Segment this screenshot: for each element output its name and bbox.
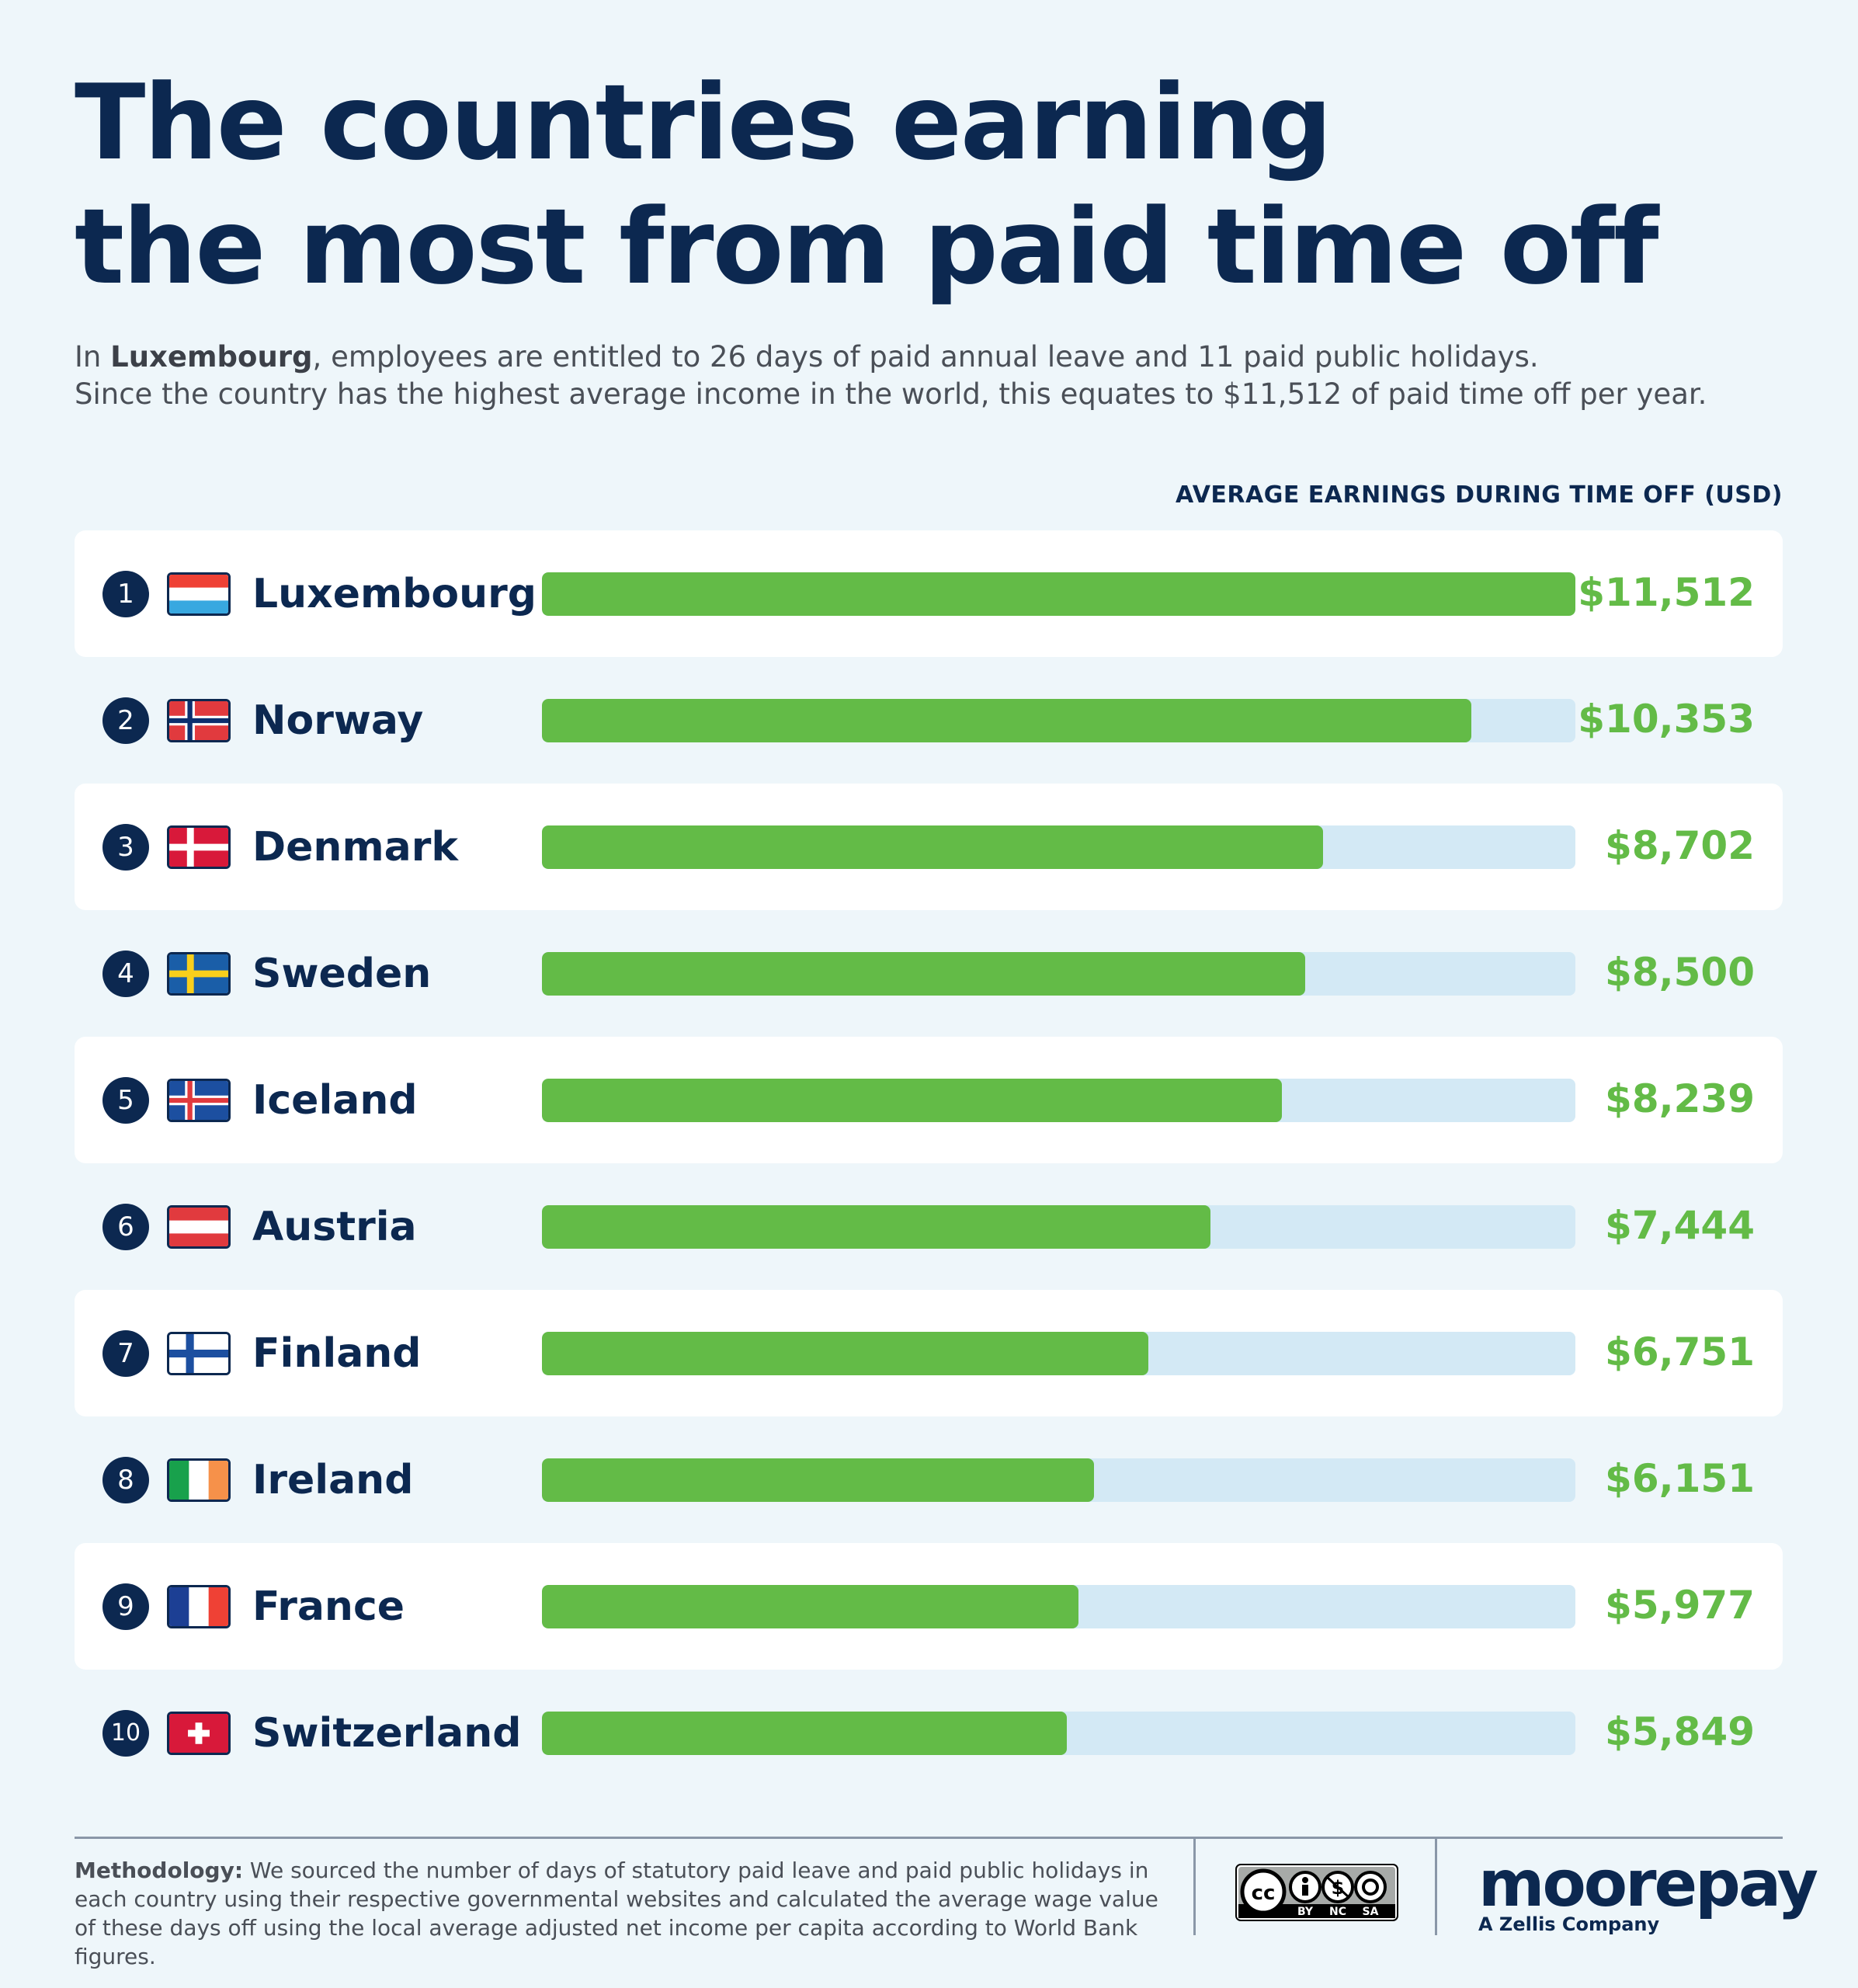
flag-iceland-icon: [167, 1079, 231, 1122]
intro-line-2: Since the country has the highest averag…: [75, 377, 1707, 411]
bar: [542, 1332, 1148, 1375]
flag-switzerland-icon: [167, 1712, 231, 1755]
page-title: The countries earning the most from paid…: [75, 61, 1705, 309]
bar-chart: 1 Luxembourg $11,512 2 Norway $10,353 3 Denmark…: [75, 530, 1783, 1796]
rank-badge: 4: [102, 951, 149, 997]
country-label: Iceland: [252, 1077, 418, 1124]
country-label: Sweden: [252, 951, 432, 997]
value-label: $6,151: [1605, 1456, 1755, 1501]
country-label: Finland: [252, 1330, 422, 1377]
methodology-label: Methodology:: [75, 1858, 244, 1883]
country-label: Ireland: [252, 1457, 414, 1503]
title-line-2: the most from paid time off: [75, 186, 1659, 308]
chart-axis-title: AVERAGE EARNINGS DURING TIME OFF (USD): [1176, 481, 1783, 509]
rank-badge: 8: [102, 1457, 149, 1503]
license-nc-label: NC: [1329, 1906, 1346, 1918]
bar-row: 5 Iceland $8,239: [75, 1037, 1783, 1163]
bar-track: [542, 1712, 1575, 1755]
bar-row: 3 Denmark $8,702: [75, 784, 1783, 910]
bar: [542, 1079, 1282, 1122]
intro-text: In Luxembourg, employees are entitled to…: [75, 339, 1783, 413]
value-label: $8,702: [1605, 823, 1755, 868]
value-label: $10,353: [1578, 697, 1755, 742]
methodology-note: Methodology: We sourced the number of da…: [75, 1856, 1177, 1971]
flag-austria-icon: [167, 1205, 231, 1249]
brand-logo[interactable]: moorepay A Zellis Company: [1478, 1847, 1818, 1936]
country-label: Norway: [252, 697, 424, 744]
flag-sweden-icon: [167, 952, 231, 996]
country-label: Switzerland: [252, 1710, 522, 1757]
bar-track: [542, 572, 1575, 616]
bar-row: 6 Austria $7,444: [75, 1163, 1783, 1290]
intro-line-1: In Luxembourg, employees are entitled to…: [75, 340, 1539, 374]
flag-france-icon: [167, 1585, 231, 1628]
country-label: Luxembourg: [252, 571, 537, 617]
bar: [542, 1458, 1095, 1502]
bar-row: 10 Switzerland $5,849: [75, 1670, 1783, 1796]
footer-separator-left: [1193, 1837, 1196, 1935]
rank-badge: 5: [102, 1077, 149, 1124]
rank-badge: 7: [102, 1330, 149, 1377]
bar-row: 2 Norway $10,353: [75, 657, 1783, 784]
bar-row: 4 Sweden $8,500: [75, 910, 1783, 1037]
value-label: $5,849: [1605, 1709, 1755, 1754]
bar-track: [542, 1332, 1575, 1375]
intro-highlight-country: Luxembourg: [110, 340, 313, 374]
rank-badge: 2: [102, 697, 149, 744]
bar: [542, 572, 1575, 616]
bar: [542, 1712, 1068, 1755]
bar-track: [542, 1585, 1575, 1628]
license-sa-label: SA: [1363, 1906, 1379, 1918]
bar-row: 1 Luxembourg $11,512: [75, 530, 1783, 657]
brand-tagline: A Zellis Company: [1478, 1913, 1660, 1935]
flag-ireland-icon: [167, 1458, 231, 1502]
rank-badge: 10: [102, 1710, 149, 1757]
flag-finland-icon: [167, 1332, 231, 1375]
rank-badge: 6: [102, 1204, 149, 1250]
footer-separator-right: [1435, 1837, 1437, 1935]
flag-luxembourg-icon: [167, 572, 231, 616]
bar-row: 8 Ireland $6,151: [75, 1416, 1783, 1543]
value-label: $6,751: [1605, 1329, 1755, 1375]
svg-text:cc: cc: [1252, 1882, 1276, 1905]
license-by-label: BY: [1297, 1906, 1314, 1918]
bar: [542, 1205, 1210, 1249]
bar: [542, 699, 1471, 742]
bar: [542, 825, 1324, 869]
flag-norway-icon: [167, 699, 231, 742]
rank-badge: 1: [102, 571, 149, 617]
value-label: $7,444: [1605, 1203, 1755, 1248]
creative-commons-license-icon[interactable]: cc $ BY NC SA: [1235, 1864, 1398, 1921]
bar: [542, 1585, 1079, 1628]
value-label: $8,500: [1605, 950, 1755, 995]
bar-track: [542, 699, 1575, 742]
country-label: Denmark: [252, 824, 458, 871]
bar-track: [542, 952, 1575, 996]
footer-divider: [75, 1837, 1783, 1839]
rank-badge: 9: [102, 1583, 149, 1630]
brand-name: moorepay: [1478, 1847, 1818, 1921]
flag-denmark-icon: [167, 825, 231, 869]
country-label: Austria: [252, 1204, 417, 1250]
bar-track: [542, 1458, 1575, 1502]
value-label: $11,512: [1578, 570, 1755, 615]
bar-row: 9 France $5,977: [75, 1543, 1783, 1670]
value-label: $5,977: [1605, 1583, 1755, 1628]
bar-row: 7 Finland $6,751: [75, 1290, 1783, 1416]
title-line-1: The countries earning: [75, 62, 1332, 183]
rank-badge: 3: [102, 824, 149, 871]
bar-track: [542, 825, 1575, 869]
bar-track: [542, 1205, 1575, 1249]
methodology-text: We sourced the number of days of statuto…: [75, 1858, 1158, 1969]
bar-track: [542, 1079, 1575, 1122]
country-label: France: [252, 1583, 405, 1630]
value-label: $8,239: [1605, 1076, 1755, 1121]
bar: [542, 952, 1305, 996]
